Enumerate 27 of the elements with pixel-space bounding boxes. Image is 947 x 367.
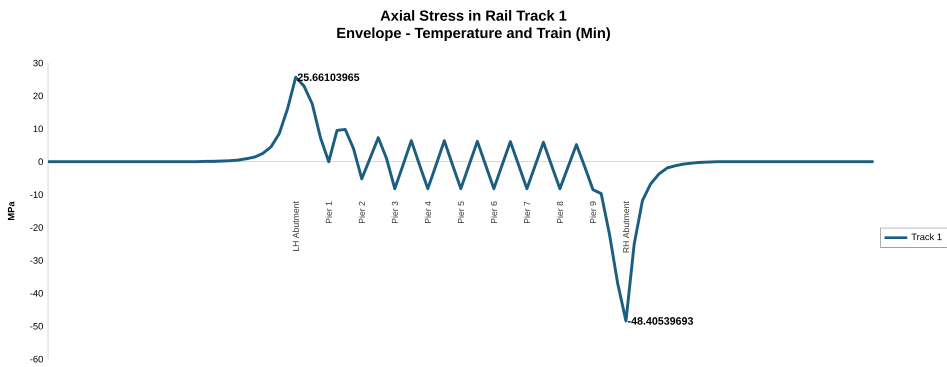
- x-tick-label: LH Abutment: [292, 201, 299, 252]
- x-tick-label: Pier 7: [524, 202, 530, 224]
- x-tick-label: Pier 1: [326, 202, 332, 224]
- y-tick-label: 30: [33, 60, 43, 66]
- y-tick-label: -30: [30, 257, 43, 264]
- y-tick-label: -10: [30, 191, 43, 198]
- x-tick-label: Pier 8: [556, 202, 564, 224]
- y-tick-label: 0: [38, 158, 43, 166]
- x-tick-label: Pier 4: [424, 201, 431, 224]
- y-tick-label: 20: [33, 92, 43, 100]
- x-tick-label: Pier 6: [490, 202, 498, 224]
- y-tick-label: 10: [34, 126, 43, 132]
- chart-title: Axial Stress in Rail Track 1: [380, 10, 566, 21]
- y-tick-label: -60: [30, 356, 43, 363]
- x-tick-label: RH Abutment: [622, 201, 630, 253]
- y-tick-label: -50: [30, 323, 43, 330]
- data-label: -48.40539693: [628, 317, 694, 325]
- y-tick-label: -40: [30, 290, 43, 297]
- chart-subtitle: Envelope - Temperature and Train (Min): [337, 27, 610, 42]
- y-axis-title: MPa: [8, 202, 14, 220]
- x-tick-label: Pier 2: [358, 202, 365, 224]
- x-tick-label: Pier 9: [590, 202, 596, 224]
- y-tick-label: -20: [30, 224, 43, 231]
- legend-label: Track 1: [911, 233, 942, 240]
- x-tick-label: Pier 3: [392, 202, 398, 224]
- data-label: 25.66103965: [298, 74, 360, 82]
- x-tick-label: Pier 5: [458, 202, 464, 224]
